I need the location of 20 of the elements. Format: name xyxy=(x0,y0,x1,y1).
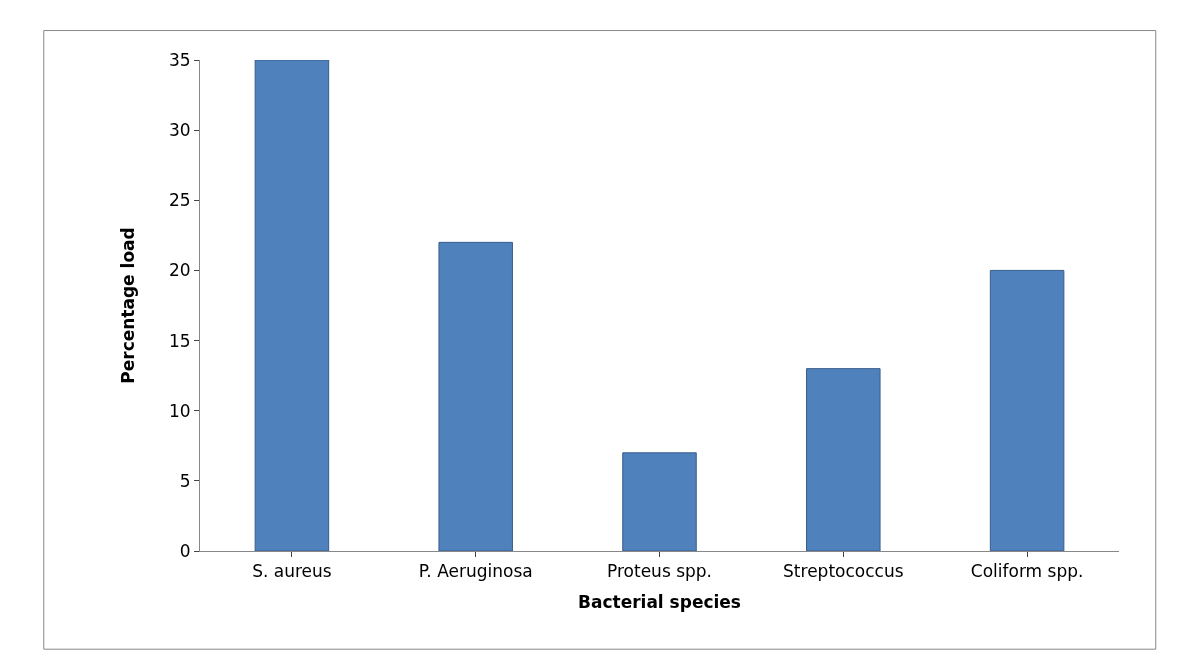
bar xyxy=(622,452,697,551)
y-tick-label: 30 xyxy=(168,120,191,141)
y-tick-label: 10 xyxy=(168,400,191,421)
y-tick-label: 15 xyxy=(168,330,191,351)
x-tick-label: Streptococcus xyxy=(783,561,904,582)
bar xyxy=(438,241,513,551)
bar xyxy=(254,60,330,551)
y-tick-label: 0 xyxy=(179,540,191,561)
y-tick-label: 35 xyxy=(168,49,191,70)
y-tick-label: 20 xyxy=(168,260,191,281)
y-tick-label: 25 xyxy=(168,190,191,211)
y-axis-title: Percentage load xyxy=(117,227,138,384)
x-tick-label: P. Aeruginosa xyxy=(418,561,533,582)
x-tick-label: Proteus spp. xyxy=(607,561,712,582)
x-tick-label: S. aureus xyxy=(252,561,332,582)
y-tick-label: 5 xyxy=(179,470,191,491)
bar xyxy=(989,269,1065,551)
x-tick-label: Coliform spp. xyxy=(970,561,1084,582)
x-axis-title: Bacterial species xyxy=(578,591,741,612)
bar xyxy=(806,368,881,551)
